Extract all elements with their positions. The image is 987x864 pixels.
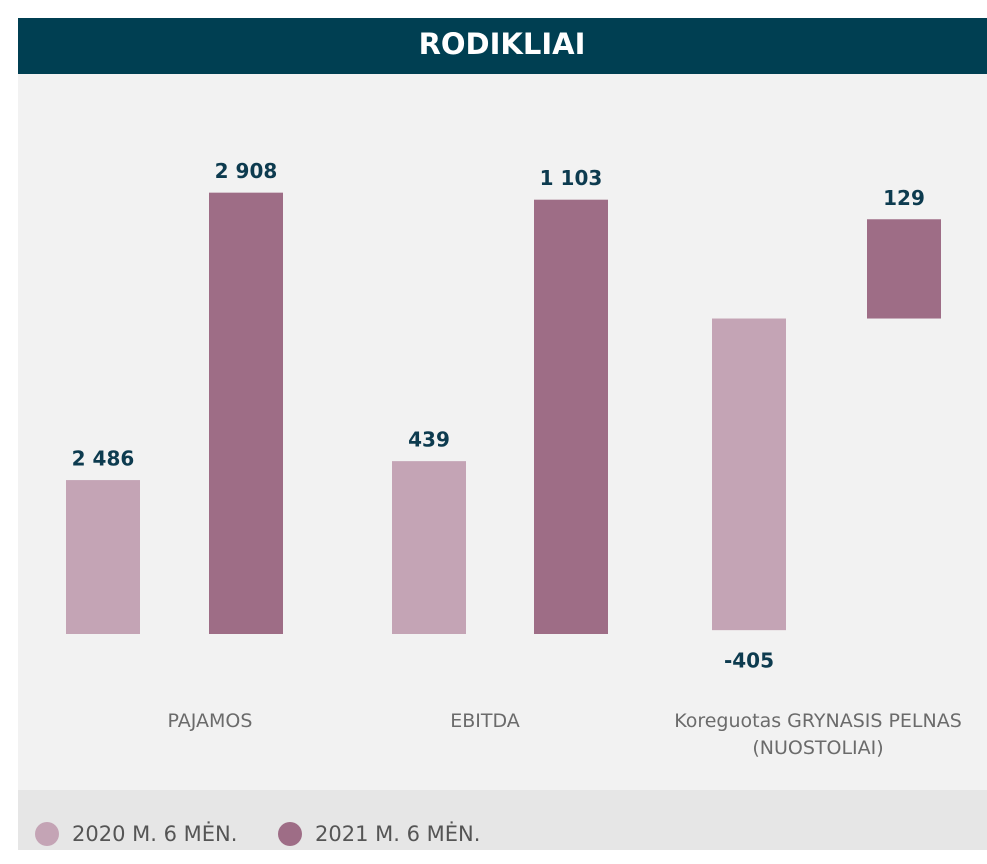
title-band (18, 18, 987, 74)
legend-swatch (35, 822, 59, 846)
chart-title: RODIKLIAI (419, 27, 586, 61)
bar (392, 461, 466, 634)
data-label: 2 908 (215, 159, 278, 183)
category-label: EBITDA (450, 710, 520, 732)
category-label: Koreguotas GRYNASIS PELNAS (NUOSTOLIAI) (674, 710, 962, 759)
bar (867, 219, 941, 319)
bar (209, 192, 283, 634)
data-label: 1 103 (540, 166, 603, 190)
bar (712, 318, 786, 631)
legend-band (18, 790, 987, 850)
data-label: 439 (408, 428, 450, 452)
data-label: 2 486 (72, 447, 135, 471)
category-label: PAJAMOS (167, 710, 253, 732)
bar (66, 480, 140, 634)
legend-swatch (278, 822, 302, 846)
legend-label: 2020 M. 6 MĖN. (72, 821, 237, 846)
legend-label: 2021 M. 6 MĖN. (315, 821, 480, 846)
plot-background (18, 74, 987, 790)
data-label: -405 (724, 649, 774, 673)
bar (534, 199, 608, 634)
data-label: 129 (883, 186, 925, 210)
